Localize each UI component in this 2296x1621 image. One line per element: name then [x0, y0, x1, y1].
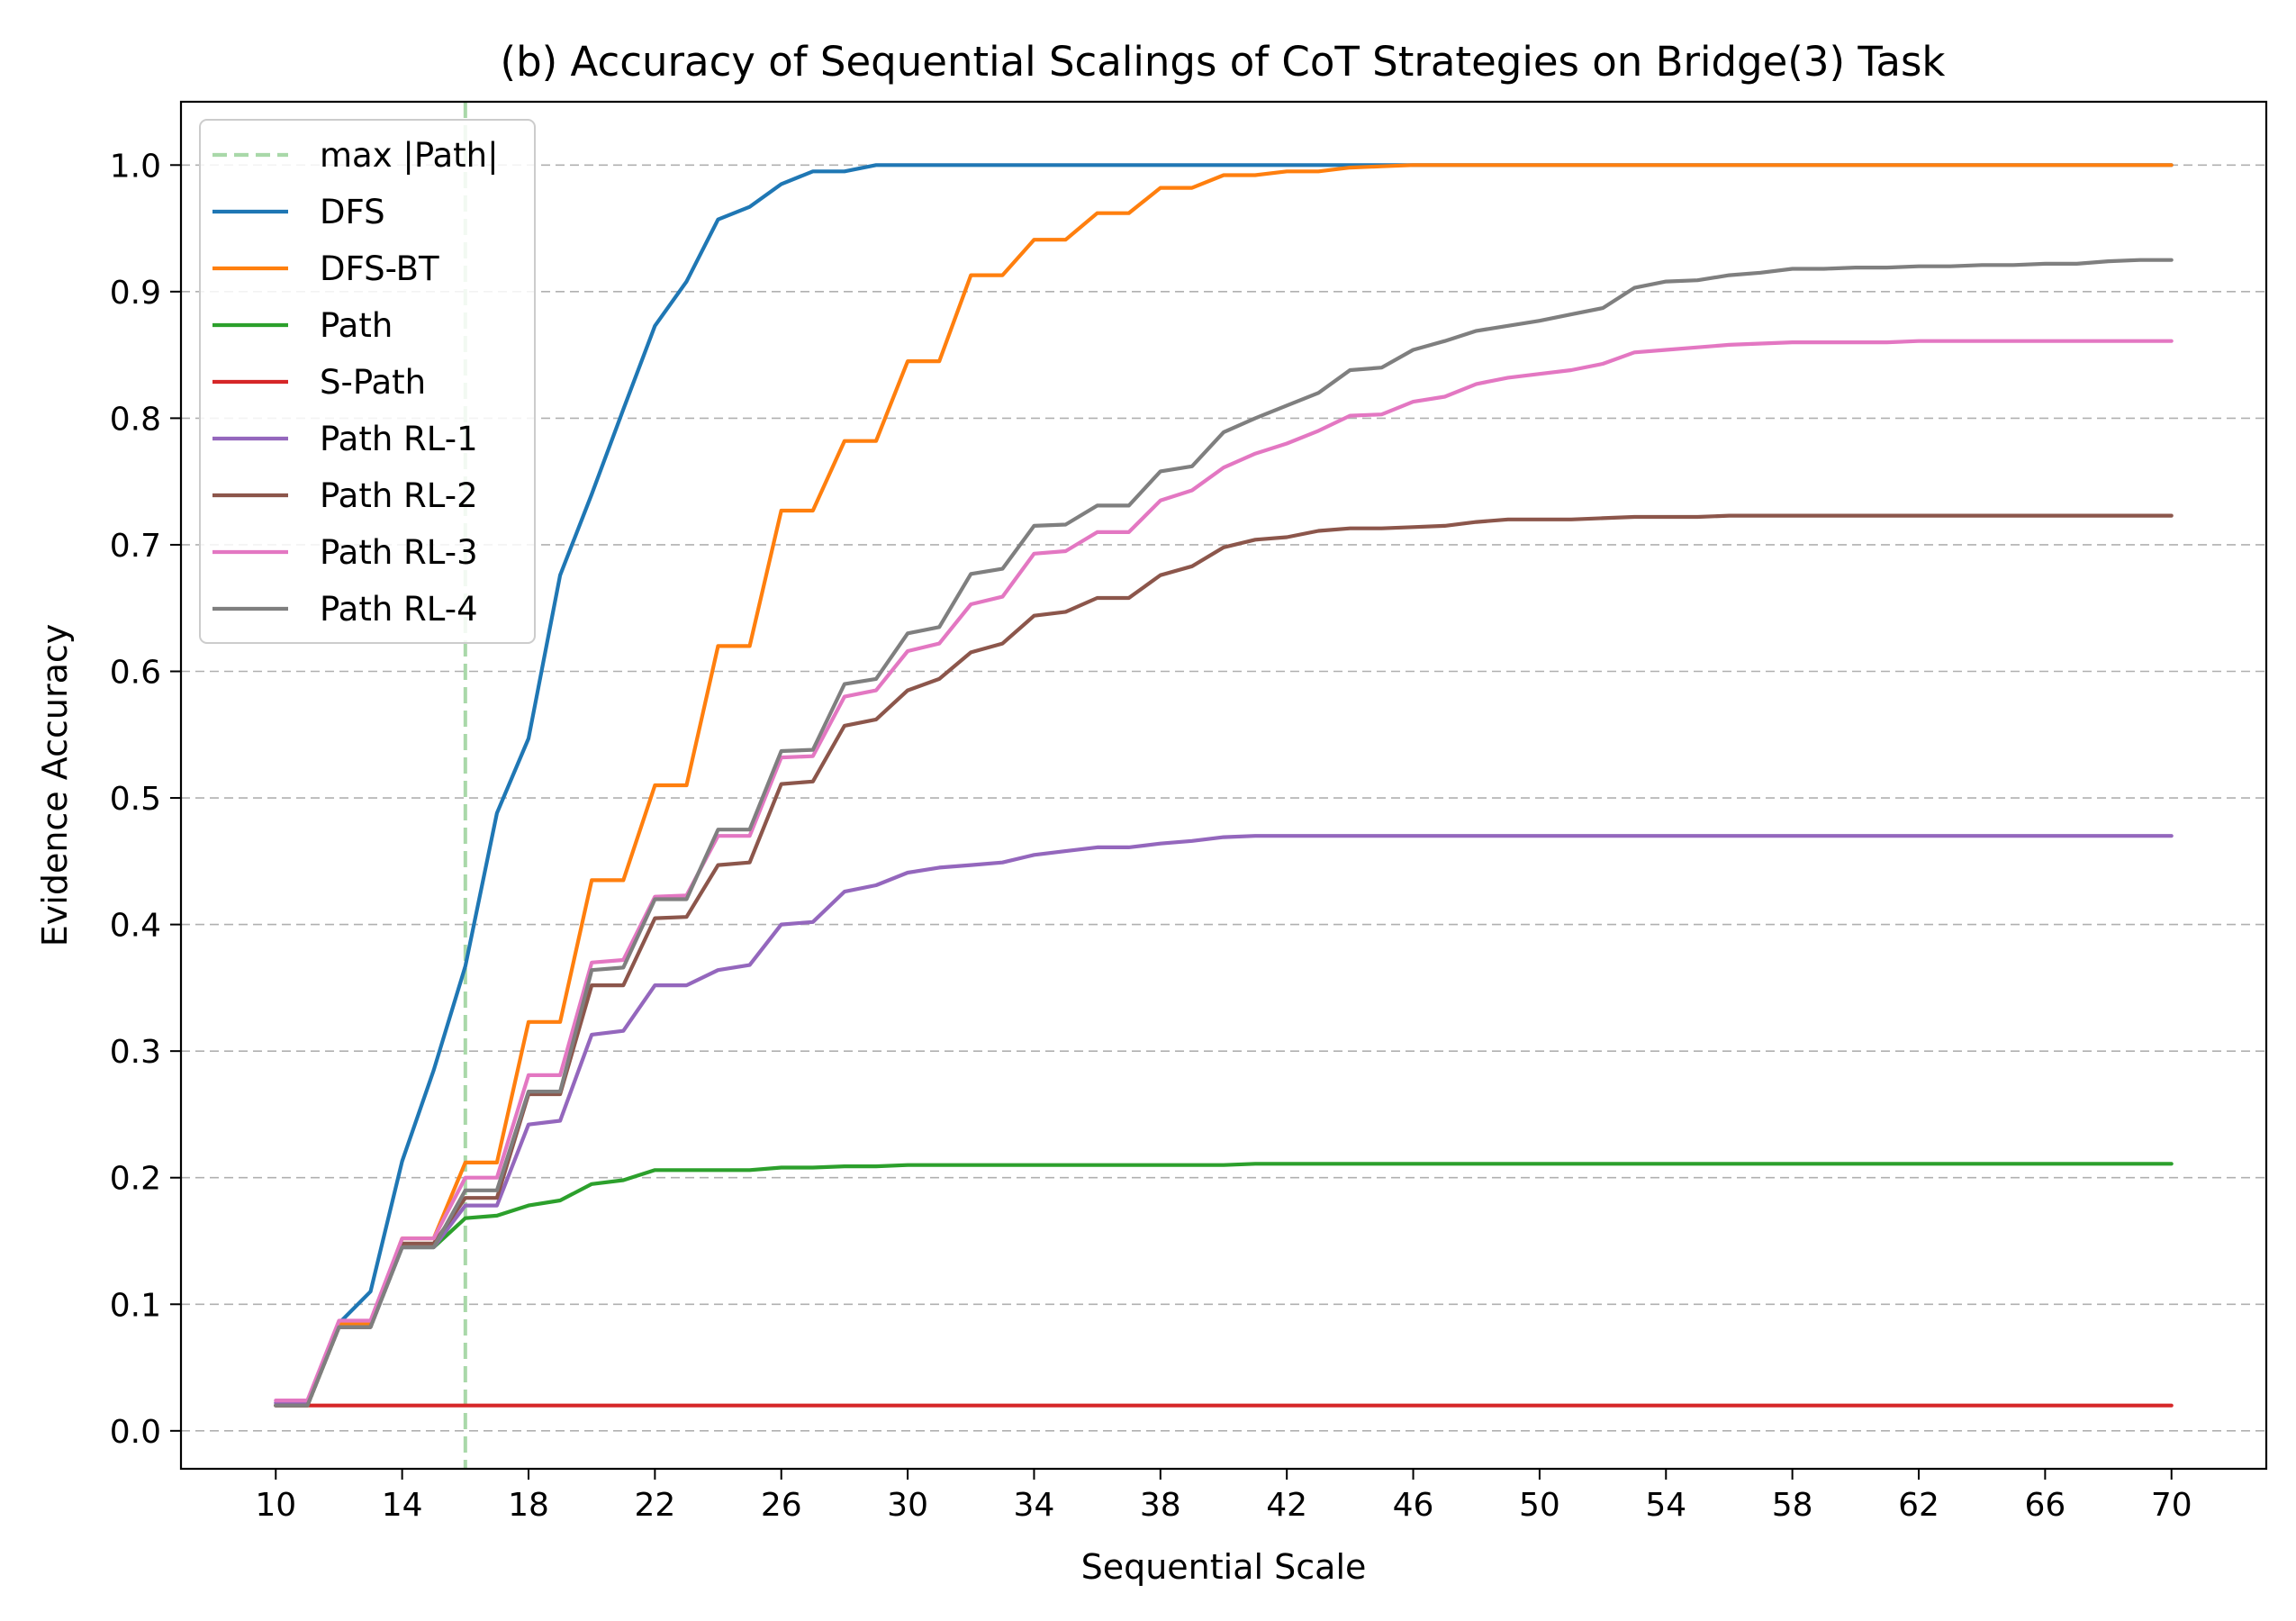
series-line-path-rl-4	[274, 258, 2174, 1408]
x-axis-title: Sequential Scale	[1081, 1547, 1367, 1587]
legend-frame	[199, 119, 536, 644]
x-tick-label: 62	[1898, 1487, 1939, 1524]
legend-items: max |Path| DFS DFS-BT Path S-Path Path RL-1 Pa…	[212, 136, 499, 629]
x-tick-label: 42	[1266, 1487, 1307, 1524]
series-line-dfs-bt	[274, 163, 2174, 1408]
x-tick-label: 10	[255, 1487, 296, 1524]
x-tick-label: 38	[1140, 1487, 1181, 1524]
y-tick-label: 0.0	[110, 1414, 161, 1451]
y-tick-label: 0.2	[110, 1161, 161, 1198]
x-tick-label: 22	[634, 1487, 675, 1524]
legend-label: DFS	[320, 193, 385, 231]
legend-label: max |Path|	[320, 136, 499, 175]
y-tick-label: 0.9	[110, 275, 161, 312]
y-tick-label: 0.1	[110, 1287, 161, 1324]
legend-label: Path RL-3	[320, 533, 478, 572]
legend-label: DFS-BT	[320, 249, 439, 288]
y-tick-label: 0.5	[110, 781, 161, 818]
y-tick-label: 0.7	[110, 528, 161, 565]
x-axis-ticks: 10 14 18 22 26 30 34 38 42 46 50 54 58 62 66 70	[255, 1469, 2192, 1524]
x-tick-label: 66	[2024, 1487, 2065, 1524]
y-axis-ticks: 0.0 0.1 0.2 0.3 0.4 0.5 0.6 0.7 0.8 0.9 1.0	[110, 148, 181, 1451]
series-line-path	[274, 1162, 2174, 1408]
legend-label: Path	[320, 306, 393, 345]
x-tick-label: 50	[1519, 1487, 1560, 1524]
legend: max |Path| DFS DFS-BT Path S-Path Path RL-1 Pa…	[199, 119, 536, 644]
x-tick-label: 14	[382, 1487, 423, 1524]
legend-label: Path RL-2	[320, 476, 478, 515]
chart-title: (b) Accuracy of Sequential Scalings of C…	[501, 38, 1946, 86]
x-tick-label: 70	[2151, 1487, 2192, 1524]
series-line-path-rl-3	[274, 339, 2174, 1403]
plot-area-frame	[179, 100, 2268, 1471]
series-line-path-rl-2	[274, 513, 2174, 1408]
y-tick-label: 0.8	[110, 401, 161, 438]
legend-label: Path RL-4	[320, 590, 478, 629]
y-tick-label: 0.3	[110, 1034, 161, 1071]
y-axis-title: Evidence Accuracy	[35, 624, 75, 946]
legend-label: S-Path	[320, 363, 426, 402]
x-tick-label: 30	[887, 1487, 928, 1524]
series-layer	[274, 163, 2174, 1408]
x-tick-label: 26	[761, 1487, 802, 1524]
y-tick-label: 0.6	[110, 655, 161, 692]
legend-label: Path RL-1	[320, 420, 478, 458]
x-tick-label: 34	[1014, 1487, 1055, 1524]
x-tick-label: 18	[508, 1487, 549, 1524]
y-tick-label: 1.0	[110, 148, 161, 185]
x-tick-label: 46	[1393, 1487, 1434, 1524]
x-tick-label: 58	[1772, 1487, 1813, 1524]
y-tick-label: 0.4	[110, 908, 161, 945]
series-line-path-rl-1	[274, 834, 2174, 1406]
x-tick-label: 54	[1645, 1487, 1686, 1524]
